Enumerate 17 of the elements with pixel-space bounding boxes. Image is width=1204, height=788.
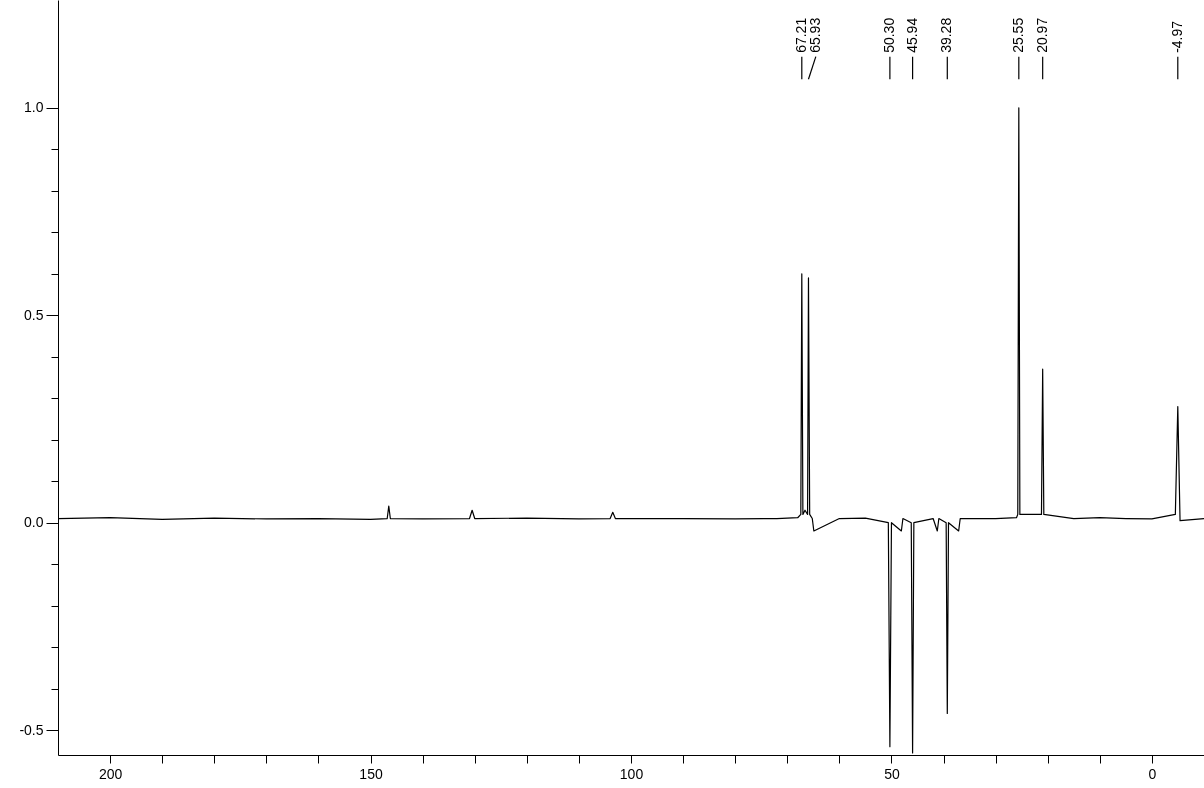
x-tick-label: 100 (619, 765, 644, 782)
annotation: 45.94 (903, 17, 920, 53)
y-tick-label: -0.5 (19, 721, 44, 738)
x-tick-label: 50 (884, 765, 900, 782)
x-tick-label: 150 (359, 765, 383, 782)
x-tick-label: 200 (98, 765, 123, 782)
annotation: 25.55 (1009, 17, 1026, 53)
annotation: 39.28 (938, 17, 955, 53)
y-tick-label: 1.0 (24, 99, 44, 116)
annotation: 50.30 (880, 17, 897, 53)
annotation: -4.97 (1168, 20, 1185, 53)
annotation: 20.97 (1033, 17, 1050, 53)
annotation: 67.21 (792, 17, 809, 53)
x-tick-label: 0 (1148, 765, 1157, 782)
annotation: 65.93 (806, 17, 823, 53)
y-tick-label: 0.5 (24, 306, 44, 323)
y-tick-label: 0.0 (24, 514, 44, 531)
